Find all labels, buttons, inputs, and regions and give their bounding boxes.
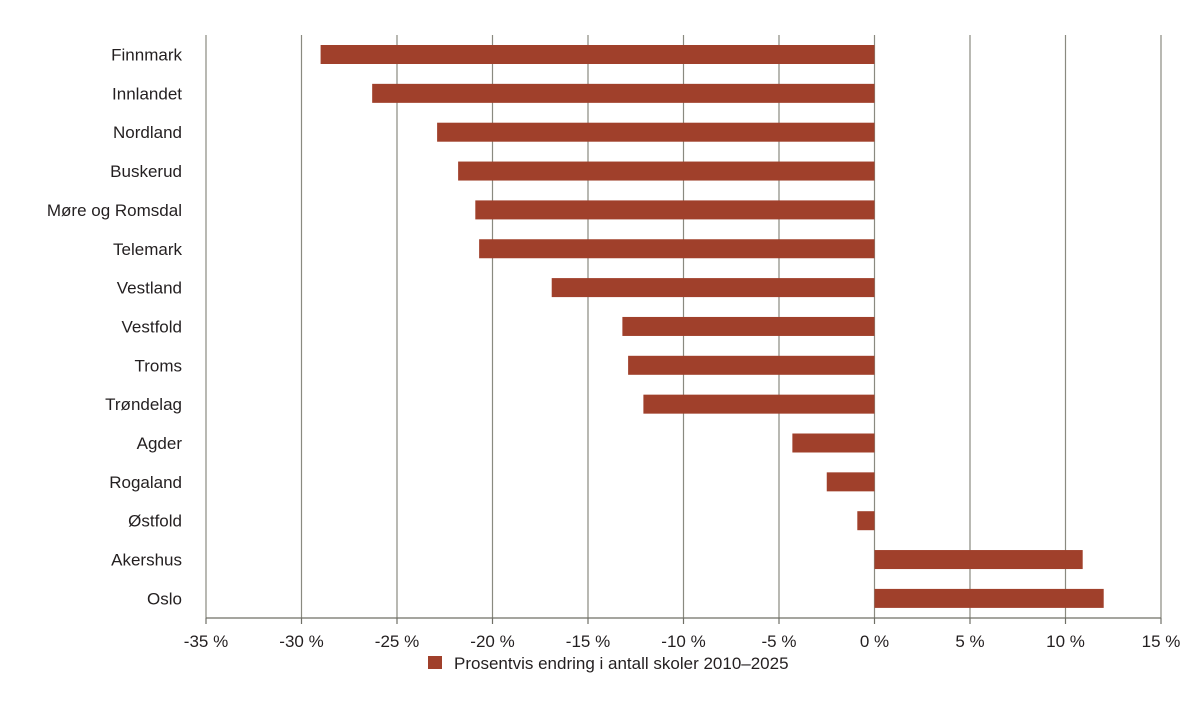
- x-tick-label: -25 %: [375, 632, 419, 651]
- bar-nordland: [437, 122, 875, 142]
- category-label: Nordland: [113, 123, 182, 142]
- x-tick-label: 10 %: [1046, 632, 1085, 651]
- category-label: Telemark: [113, 240, 182, 259]
- category-label: Finnmark: [111, 46, 182, 65]
- legend-swatch: [428, 656, 442, 669]
- legend-label: Prosentvis endring i antall skoler 2010–…: [454, 654, 789, 673]
- category-label: Vestland: [117, 279, 182, 298]
- bar-akershus: [874, 550, 1083, 570]
- bar-trøndelag: [643, 394, 875, 414]
- legend: Prosentvis endring i antall skoler 2010–…: [428, 654, 789, 673]
- bar-oslo: [874, 588, 1104, 608]
- x-tick-label: -35 %: [184, 632, 228, 651]
- x-tick-label: 0 %: [860, 632, 889, 651]
- bar-agder: [792, 433, 875, 453]
- bar-rogaland: [826, 472, 875, 492]
- x-tick-label: -20 %: [470, 632, 514, 651]
- x-tick-label: -5 %: [762, 632, 797, 651]
- category-label: Akershus: [111, 551, 182, 570]
- bar-buskerud: [458, 161, 875, 181]
- bar-troms: [628, 355, 875, 375]
- category-label: Møre og Romsdal: [47, 201, 182, 220]
- x-tick-label: -30 %: [279, 632, 323, 651]
- x-tick-label: 15 %: [1142, 632, 1181, 651]
- category-label: Oslo: [147, 589, 182, 608]
- category-label: Trøndelag: [105, 395, 182, 414]
- category-label: Agder: [137, 434, 183, 453]
- bar-telemark: [479, 239, 875, 259]
- bar-finnmark: [320, 45, 875, 64]
- category-label: Vestfold: [122, 317, 183, 336]
- bars: [320, 45, 1104, 608]
- x-axis: -35 % -30 % -25 % -20 % -15 % -10 % -5 % 0 % 5 %…: [184, 617, 1181, 651]
- bar-vestfold: [622, 316, 875, 336]
- bar-møre-og-romsdal: [475, 200, 875, 220]
- x-tick-label: -15 %: [566, 632, 610, 651]
- category-label: Troms: [134, 356, 182, 375]
- x-tick-label: 5 %: [955, 632, 984, 651]
- category-labels: Finnmark Innlandet Nordland Buskerud Møre og…: [47, 46, 183, 609]
- bar-innlandet: [372, 83, 875, 103]
- category-label: Østfold: [128, 512, 182, 531]
- category-label: Innlandet: [112, 84, 182, 103]
- bar-østfold: [857, 511, 875, 531]
- category-label: Buskerud: [110, 162, 182, 181]
- x-tick-label: -10 %: [661, 632, 705, 651]
- category-label: Rogaland: [109, 473, 182, 492]
- bar-vestland: [551, 278, 875, 298]
